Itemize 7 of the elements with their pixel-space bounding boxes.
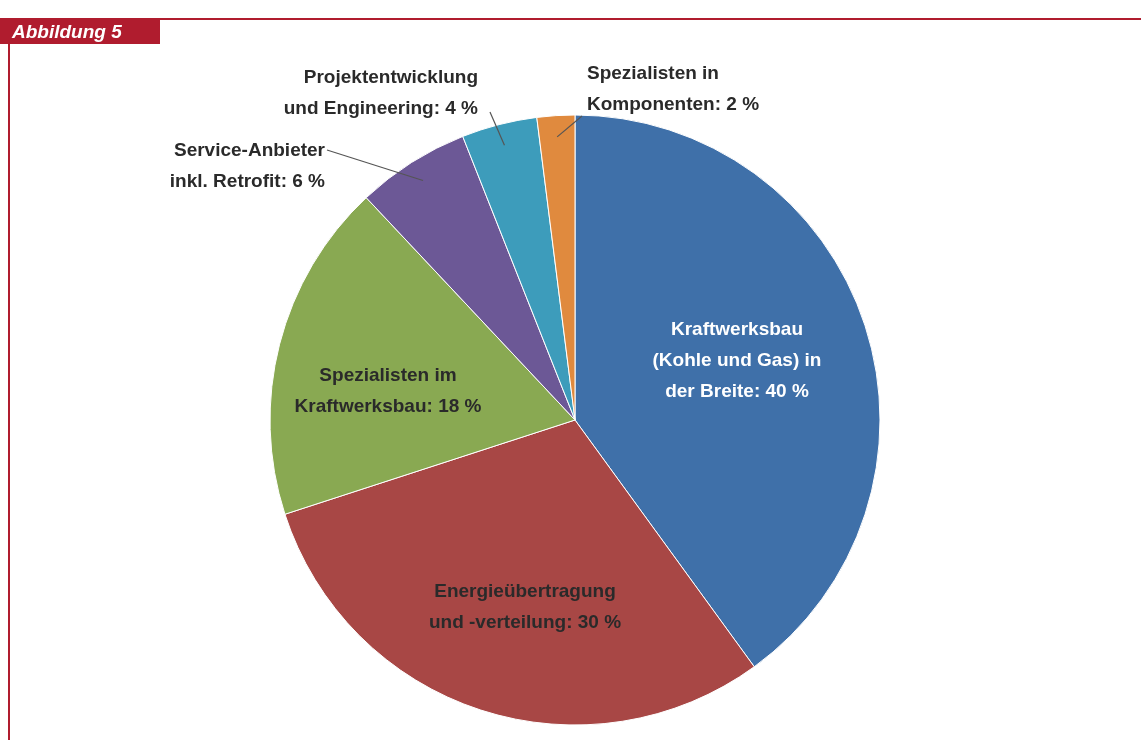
slice-label: Spezialisten im Kraftwerksbau: 18 % bbox=[294, 364, 482, 416]
chart-title: Abbildung 5 bbox=[11, 21, 123, 42]
slice-label: Spezialisten in Komponenten: 2 % bbox=[587, 62, 760, 114]
slice-label: Kraftwerksbau (Kohle und Gas) in der Breite: 40 % bbox=[652, 318, 822, 401]
slice-label: Energieübertragung und -verteilung: 30 % bbox=[428, 580, 622, 632]
slice-label: Service-Anbieter inkl. Retrofit: 6 % bbox=[169, 139, 326, 191]
slice-label: Projektentwicklung und Engineering: 4 % bbox=[283, 66, 479, 118]
